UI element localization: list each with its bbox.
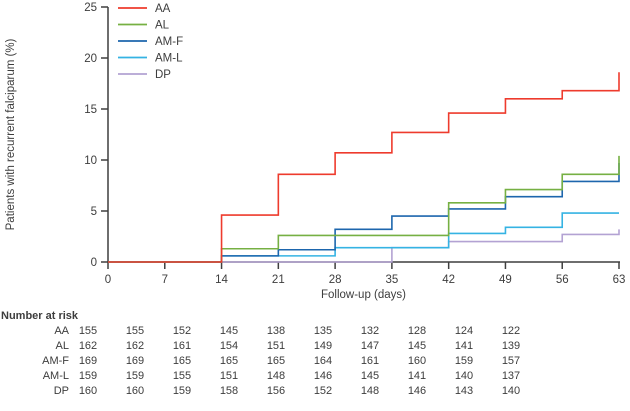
risk-table-heading: Number at risk — [1, 310, 79, 322]
legend-label-DP: DP — [155, 69, 171, 81]
y-axis-title: Patients with recurrent falciparum (%) — [5, 38, 17, 230]
series-AA — [108, 72, 620, 263]
risk-value: 151 — [266, 340, 286, 352]
x-tick-label: 0 — [105, 274, 111, 286]
risk-row-AM-L: AM-L 159 159 155 151 148 146 145 141 140 137 — [0, 370, 630, 385]
x-tick-label: 7 — [162, 274, 168, 286]
risk-value: 161 — [172, 340, 192, 352]
series-DP — [108, 229, 620, 263]
risk-value: 156 — [266, 385, 286, 397]
risk-value: 162 — [125, 340, 145, 352]
risk-value: 141 — [407, 370, 427, 382]
y-tick-label: 25 — [84, 2, 97, 14]
risk-value: 165 — [266, 355, 286, 367]
risk-value: 155 — [78, 325, 98, 337]
risk-value: 161 — [360, 355, 380, 367]
risk-value: 159 — [172, 385, 192, 397]
risk-row-AL: AL 162 162 161 154 151 149 147 145 141 139 — [0, 340, 630, 355]
legend-label-AM-F: AM-F — [155, 36, 183, 48]
series-AM-F — [108, 163, 620, 263]
risk-row-AM-F: AM-F 169 169 165 165 165 164 161 160 159 157 — [0, 355, 630, 370]
x-tick-label: 56 — [556, 274, 569, 286]
risk-value: 164 — [313, 355, 333, 367]
risk-value: 165 — [219, 355, 239, 367]
y-tick-label: 10 — [84, 155, 97, 167]
legend-item-AL: AL — [118, 20, 170, 32]
risk-value: 141 — [454, 340, 474, 352]
risk-row-label: AM-L — [42, 370, 69, 382]
risk-value: 160 — [407, 355, 427, 367]
risk-value: 160 — [125, 385, 145, 397]
x-tick-label: 28 — [329, 274, 342, 286]
y-tick-label: 20 — [84, 53, 97, 65]
x-tick-label: 35 — [385, 274, 398, 286]
legend-item-AM-F: AM-F — [118, 36, 183, 48]
risk-value: 135 — [313, 325, 333, 337]
risk-value: 148 — [360, 385, 380, 397]
risk-value: 145 — [360, 370, 380, 382]
risk-value: 145 — [407, 340, 427, 352]
y-tick-label: 0 — [91, 257, 97, 269]
x-tick-label: 21 — [272, 274, 285, 286]
risk-value: 128 — [407, 325, 427, 337]
risk-value: 152 — [313, 385, 333, 397]
risk-value: 162 — [78, 340, 98, 352]
risk-row-label: AA — [54, 325, 69, 337]
risk-value: 138 — [266, 325, 286, 337]
y-tick-label: 5 — [91, 206, 97, 218]
risk-row-DP: DP 160 160 159 158 156 152 148 146 143 140 — [0, 385, 630, 400]
risk-value: 140 — [454, 370, 474, 382]
x-tick-label: 49 — [499, 274, 512, 286]
x-axis-title: Follow-up (days) — [321, 289, 406, 301]
risk-value: 149 — [313, 340, 333, 352]
y-tick-label: 15 — [84, 104, 97, 116]
risk-value: 132 — [360, 325, 380, 337]
risk-value: 139 — [501, 340, 521, 352]
risk-value: 165 — [172, 355, 192, 367]
legend-label-AL: AL — [155, 20, 170, 32]
risk-row-AA: AA 155 155 152 145 138 135 132 128 124 122 — [0, 325, 630, 340]
x-tick-label: 14 — [215, 274, 228, 286]
series-AL — [108, 155, 620, 263]
risk-value: 160 — [78, 385, 98, 397]
risk-value: 155 — [125, 325, 145, 337]
risk-value: 159 — [125, 370, 145, 382]
legend-item-AM-L: AM-L — [118, 53, 183, 65]
step-chart: 0 5 10 15 20 25 0 7 14 21 28 35 42 49 56 63 Patients wit… — [5, 2, 626, 301]
risk-value: 148 — [266, 370, 286, 382]
risk-value: 159 — [78, 370, 98, 382]
risk-value: 155 — [172, 370, 192, 382]
risk-value: 143 — [454, 385, 474, 397]
x-tick-label: 42 — [442, 274, 455, 286]
risk-value: 157 — [501, 355, 521, 367]
risk-value: 158 — [219, 385, 239, 397]
legend-item-AA: AA — [118, 3, 171, 15]
legend-label-AM-L: AM-L — [155, 53, 183, 65]
risk-value: 137 — [501, 370, 521, 382]
risk-value: 140 — [501, 385, 521, 397]
risk-value: 152 — [172, 325, 192, 337]
risk-value: 169 — [78, 355, 98, 367]
risk-value: 154 — [219, 340, 239, 352]
risk-value: 146 — [407, 385, 427, 397]
risk-value: 169 — [125, 355, 145, 367]
risk-value: 146 — [313, 370, 333, 382]
series-AM-L — [108, 212, 619, 263]
risk-value: 145 — [219, 325, 239, 337]
risk-row-label: AL — [55, 340, 69, 352]
risk-row-label: DP — [53, 385, 69, 397]
risk-value: 151 — [219, 370, 239, 382]
risk-value: 124 — [454, 325, 474, 337]
risk-row-label: AM-F — [42, 355, 69, 367]
risk-value: 122 — [501, 325, 521, 337]
x-tick-label: 63 — [613, 274, 626, 286]
risk-value: 147 — [360, 340, 380, 352]
risk-value: 159 — [454, 355, 474, 367]
legend-item-DP: DP — [118, 69, 171, 81]
legend-label-AA: AA — [155, 3, 171, 15]
